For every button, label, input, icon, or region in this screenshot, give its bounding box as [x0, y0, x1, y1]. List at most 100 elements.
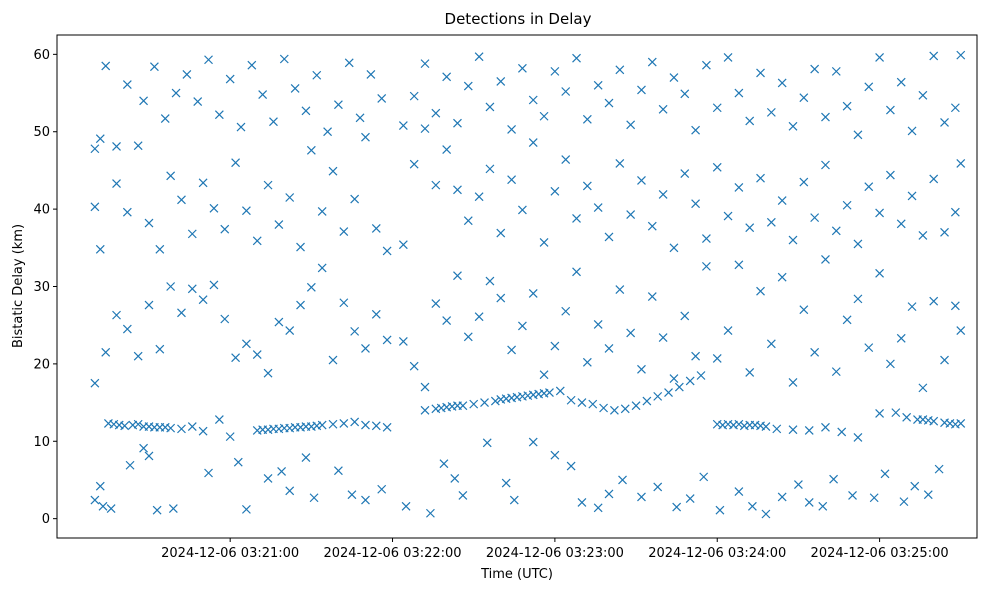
data-point-marker [853, 130, 863, 140]
data-point-marker [350, 326, 360, 336]
data-point-marker [940, 355, 949, 365]
data-point-marker [420, 382, 430, 392]
data-point-marker [209, 280, 219, 290]
data-point-marker [187, 284, 197, 294]
data-point-marker [653, 482, 663, 492]
data-point-marker [431, 108, 441, 118]
data-point-marker [950, 207, 960, 217]
data-point-marker [864, 343, 874, 353]
y-tick-label: 50 [33, 125, 50, 140]
data-point-marker [344, 58, 354, 68]
data-point-marker [214, 110, 224, 120]
data-point-marker [691, 125, 701, 135]
data-point-marker [366, 70, 376, 79]
data-point-marker [409, 159, 419, 169]
data-point-marker [902, 412, 912, 422]
data-point-marker [409, 91, 419, 101]
data-point-marker [734, 419, 744, 429]
data-point-marker [918, 231, 928, 240]
data-point-marker [317, 207, 327, 216]
data-point-marker [120, 421, 130, 431]
data-point-marker [258, 90, 268, 100]
data-point-marker [582, 181, 592, 191]
data-point-marker [474, 312, 484, 322]
data-point-marker [453, 271, 462, 281]
data-point-marker [637, 85, 646, 95]
data-point-marker [642, 396, 652, 406]
x-axis-title: Time (UTC) [480, 567, 553, 582]
data-point-marker [804, 497, 814, 507]
data-point-marker [450, 473, 460, 483]
data-point-marker [339, 419, 349, 428]
data-point-marker [626, 120, 636, 130]
data-point-marker [420, 59, 430, 69]
data-point-marker [637, 364, 646, 374]
data-point-marker [891, 408, 901, 418]
data-point-marker [328, 419, 338, 429]
data-point-marker [409, 361, 419, 371]
data-point-marker [507, 175, 517, 185]
data-point-marker [637, 492, 646, 502]
data-point-marker [766, 107, 776, 117]
data-point-marker [777, 272, 787, 282]
data-point-marker [263, 180, 273, 190]
data-point-marker [772, 424, 782, 434]
data-point-marker [950, 301, 960, 311]
data-point-marker [187, 422, 197, 431]
data-point-marker [166, 423, 176, 433]
data-point-marker [929, 174, 939, 184]
data-point-marker [761, 422, 771, 431]
data-point-marker [98, 501, 108, 511]
data-point-marker [317, 263, 327, 273]
data-point-marker [112, 310, 121, 320]
y-tick-label: 60 [33, 48, 50, 63]
data-point-marker [95, 134, 105, 144]
data-point-marker [810, 347, 820, 357]
data-point-marker [204, 468, 213, 478]
data-point-marker [956, 326, 966, 336]
data-point-marker [799, 305, 809, 315]
data-point-marker [241, 504, 251, 514]
data-point-marker [734, 183, 744, 192]
data-point-marker [198, 178, 208, 188]
data-point-marker [618, 475, 627, 485]
data-point-marker [685, 494, 695, 503]
plot-frame [56, 34, 978, 539]
data-point-marker [269, 117, 278, 127]
data-point-marker [550, 450, 560, 460]
data-point-marker [166, 282, 176, 291]
data-point-marker [144, 218, 154, 228]
data-point-marker [171, 88, 181, 98]
data-point-marker [853, 239, 863, 249]
data-point-marker [875, 208, 885, 218]
data-point-marker [333, 466, 343, 476]
data-point-marker [398, 337, 408, 346]
data-point-marker [766, 339, 776, 349]
data-point-marker [864, 82, 874, 92]
data-point-marker [420, 124, 430, 134]
data-point-marker [842, 200, 852, 210]
data-point-marker [198, 295, 208, 305]
x-tick-label: 2024-12-06 03:25:00 [811, 546, 949, 561]
data-point-marker [439, 459, 449, 469]
data-point-marker [301, 453, 311, 462]
data-point-marker [350, 417, 360, 427]
y-axis-title: Bistatic Delay (km) [11, 224, 26, 348]
data-point-marker [899, 497, 909, 507]
data-point-marker [593, 80, 603, 90]
x-tick-label: 2024-12-06 03:23:00 [486, 546, 624, 561]
data-point-marker [907, 126, 917, 136]
data-point-marker [637, 176, 646, 185]
data-point-marker [810, 213, 820, 223]
data-point-marker [875, 53, 885, 62]
data-point-marker [350, 194, 360, 204]
data-point-marker [837, 427, 847, 437]
data-point-marker [831, 66, 841, 76]
data-point-marker [577, 497, 587, 507]
data-point-marker [734, 260, 744, 270]
data-point-marker [793, 480, 803, 490]
data-point-marker [539, 370, 549, 380]
data-point-marker [712, 103, 722, 113]
data-point-marker [95, 244, 105, 254]
data-point-marker [507, 345, 517, 355]
